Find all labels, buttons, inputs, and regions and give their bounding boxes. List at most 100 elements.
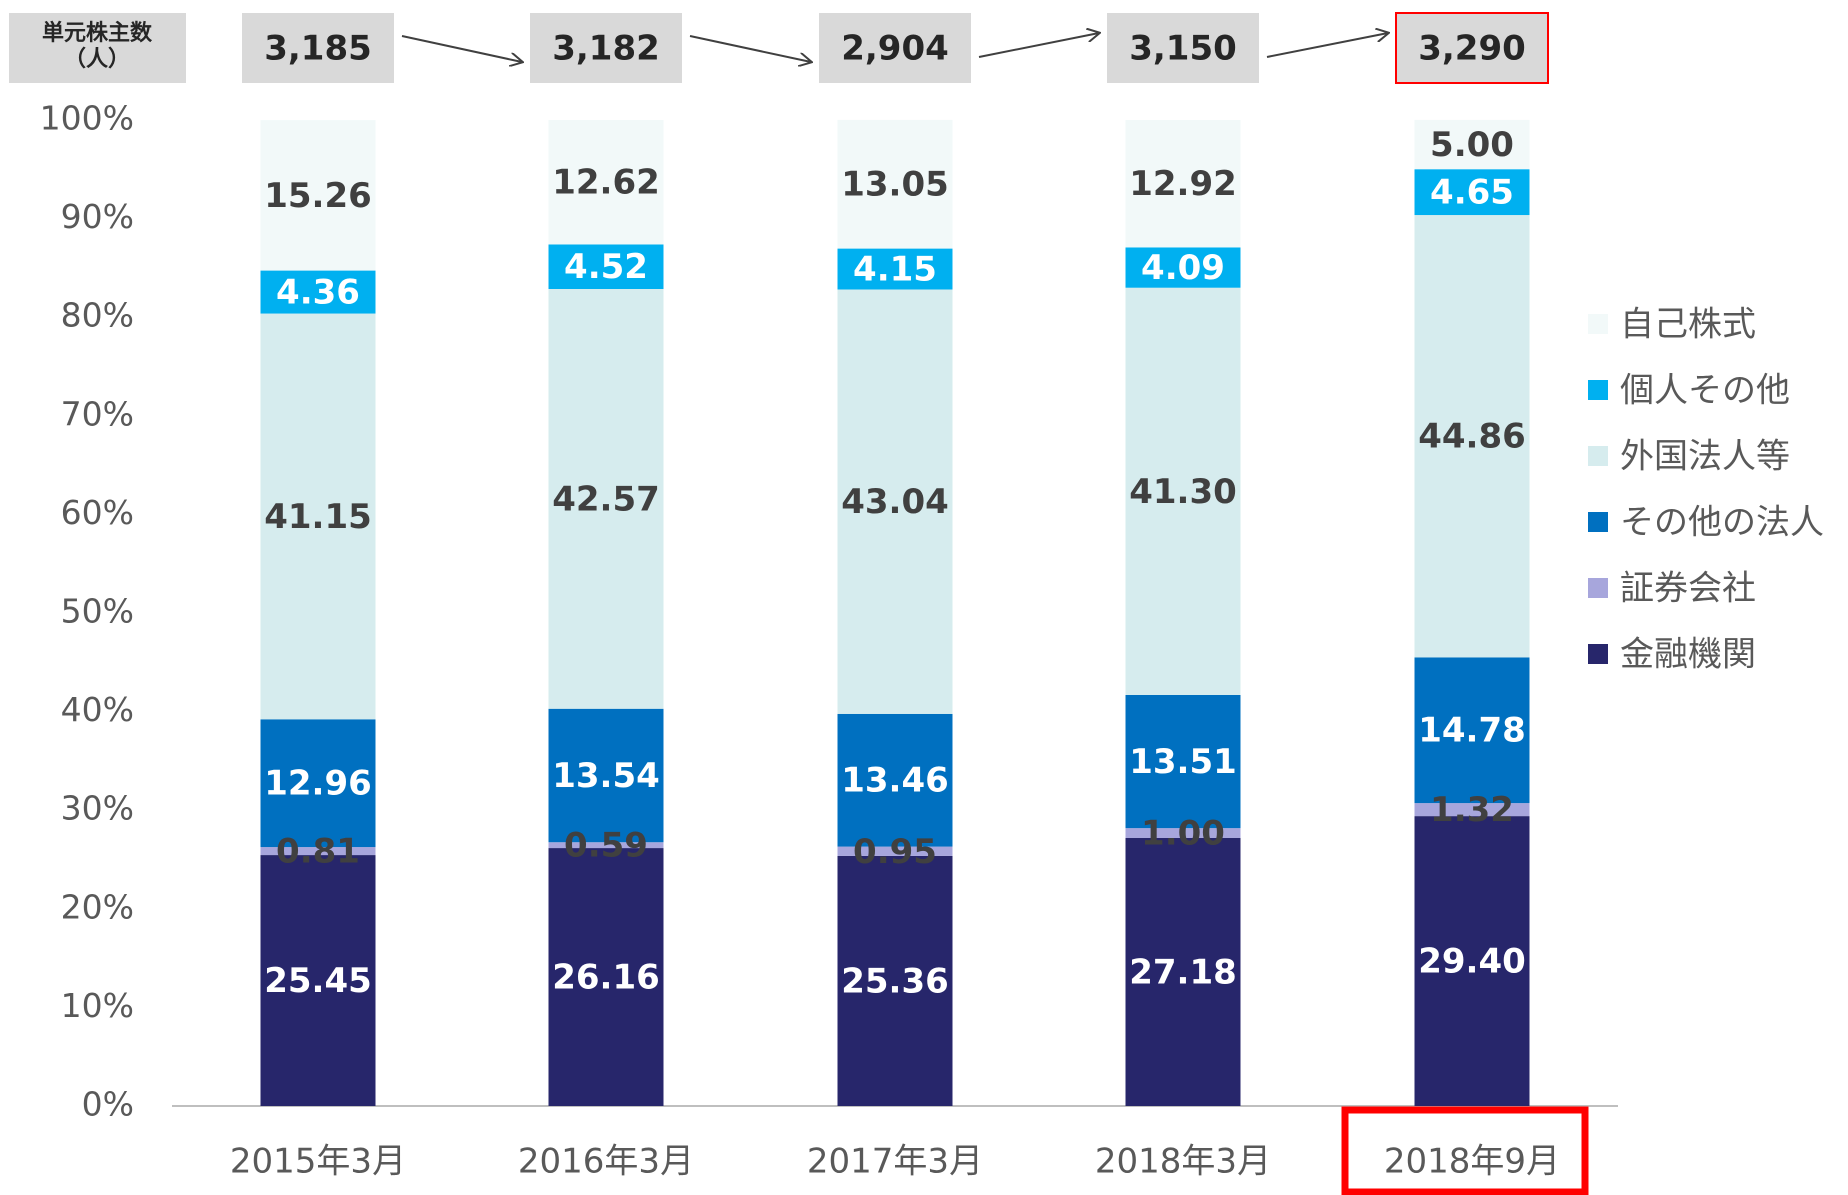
bar-segment [1414,169,1530,216]
x-tick-label: 2016年3月 [518,1142,694,1182]
data-label: 4.36 [276,273,360,313]
data-label: 4.15 [853,250,937,290]
data-label: 13.46 [841,761,949,801]
legend-label: 自己株式 [1620,305,1756,345]
y-tick-label: 40% [61,690,134,729]
x-tick-label: 2015年3月 [230,1142,406,1182]
bar-segment [1414,119,1530,170]
y-tick-label: 90% [61,197,134,236]
bar-segment [1414,816,1530,1106]
highlight-box [1341,1106,1589,1195]
bar-segment [260,855,376,1106]
bar-segment [837,846,953,856]
bar-segment [260,847,376,856]
bar-segment [1125,828,1241,839]
data-label: 25.45 [264,961,372,1001]
bar-segment [1414,657,1530,804]
header-arrow [1266,33,1388,58]
y-tick-label: 100% [40,99,134,138]
bar-segment [1125,247,1241,288]
header-label-box [9,13,186,83]
data-label: 4.65 [1430,173,1514,213]
legend-swatch [1588,512,1608,532]
y-tick-label: 60% [61,493,134,532]
y-tick-label: 0% [82,1085,134,1124]
data-label: 12.96 [264,764,372,804]
bar-segment [1414,803,1530,817]
bar-segment [260,270,376,314]
header-label: 単元株主数 [42,20,153,46]
legend-label: その他の法人 [1620,503,1824,543]
legend-label: 外国法人等 [1620,437,1790,477]
bar-segment [837,248,953,290]
header-box [530,13,682,83]
bar-segment [260,719,376,848]
data-label: 4.09 [1141,248,1225,288]
legend-swatch [1588,578,1608,598]
legend-swatch [1588,314,1608,334]
header-arrow [401,35,522,62]
data-label: 0.95 [853,832,937,872]
data-label: 0.81 [276,832,360,872]
x-tick-label: 2018年3月 [1095,1142,1271,1182]
data-label: 41.30 [1129,472,1237,512]
bar-segment [548,120,664,245]
bar-segment [1125,694,1241,829]
y-tick-label: 80% [61,296,134,335]
y-tick-label: 50% [61,592,134,631]
legend-swatch [1588,446,1608,466]
data-label: 41.15 [264,497,372,537]
legend-label: 個人その他 [1620,371,1790,411]
data-label: 4.52 [564,247,648,287]
header-value: 3,185 [264,29,372,69]
bar-segment [1125,120,1241,248]
data-label: 5.00 [1430,125,1514,165]
header-value: 3,182 [552,29,660,69]
header-value: 2,904 [841,29,949,69]
legend-label: 証券会社 [1620,569,1756,609]
bar-segment [548,848,664,1106]
data-label: 44.86 [1418,417,1526,457]
data-label: 12.62 [552,163,660,203]
y-tick-label: 70% [61,394,134,433]
data-label: 0.59 [564,826,648,866]
data-label: 14.78 [1418,711,1526,751]
y-tick-label: 20% [61,887,134,926]
bar-segment [260,120,376,271]
header-arrow [978,33,1099,58]
data-label: 15.26 [264,176,372,216]
data-label: 12.92 [1129,164,1237,204]
header-arrow [689,35,811,62]
bar-segment [548,842,664,849]
legend-swatch [1588,644,1608,664]
header-value: 3,290 [1418,29,1526,69]
header-box [1395,12,1549,84]
header-label: （人） [64,47,130,72]
data-label: 1.32 [1430,790,1514,830]
bar-segment [837,713,953,847]
bar-segment [1414,215,1530,658]
bar-segment [837,289,953,714]
header-box [242,13,394,83]
bar-segment [1125,838,1241,1106]
bar-segment [548,289,664,709]
data-label: 13.51 [1129,742,1237,782]
header-box [1107,13,1259,83]
y-tick-label: 10% [61,986,134,1025]
x-tick-label: 2018年9月 [1384,1142,1560,1182]
data-label: 27.18 [1129,953,1237,993]
data-label: 26.16 [552,958,660,998]
bar-segment [548,708,664,843]
header-value: 3,150 [1129,29,1237,69]
data-label: 13.05 [841,165,949,205]
data-label: 13.54 [552,756,660,796]
bar-segment [837,119,953,249]
data-label: 43.04 [841,482,949,522]
x-tick-label: 2017年3月 [807,1142,983,1182]
legend-swatch [1588,380,1608,400]
data-label: 1.00 [1141,814,1225,854]
data-label: 29.40 [1418,942,1526,982]
bar-segment [260,313,376,720]
legend-label: 金融機関 [1620,635,1756,675]
